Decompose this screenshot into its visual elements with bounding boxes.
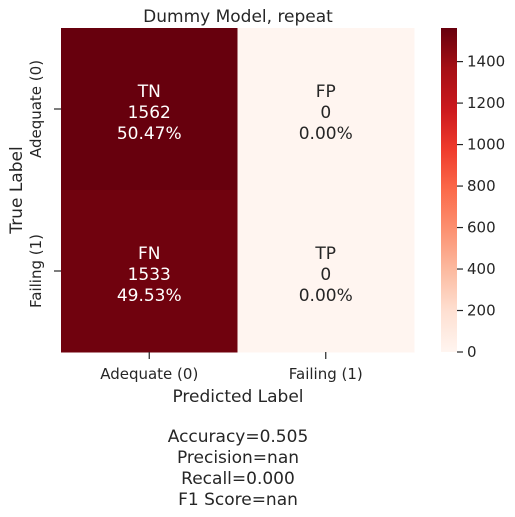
colorbar-tick-label: 1000 (467, 136, 505, 154)
colorbar-tick-label: 800 (467, 177, 496, 195)
y-axis-label: True Label (7, 146, 27, 234)
cell-label-tp: TP (314, 244, 336, 264)
x-tick-label: Adequate (0) (100, 365, 198, 383)
cell-label-fn: FN (138, 244, 161, 264)
colorbar-tick-label: 600 (467, 219, 496, 237)
cell-percent-fp: 0.00% (299, 124, 353, 144)
y-tick-label: Adequate (0) (27, 60, 45, 158)
precision-text: Precision=nan (176, 448, 300, 468)
colorbar-tick-label: 1400 (467, 53, 505, 71)
cell-count-tp: 0 (320, 265, 331, 285)
colorbar-tick-label: 200 (467, 302, 496, 320)
colorbar-tick-label: 400 (467, 260, 496, 278)
cell-tn (61, 28, 238, 191)
chart-title: Dummy Model, repeat (143, 7, 333, 27)
cell-label-tn: TN (137, 82, 161, 102)
cell-count-fp: 0 (320, 103, 331, 123)
cell-tp (237, 190, 415, 353)
cell-count-tn: 1562 (128, 103, 171, 123)
cell-fp (237, 28, 415, 191)
x-axis-label: Predicted Label (172, 387, 303, 407)
heatmap-chart: TN156250.47%FP00.00%FN153349.53%TP00.00%… (7, 7, 505, 407)
f1-score-text: F1 Score=nan (178, 490, 298, 510)
accuracy-text: Accuracy=0.505 (167, 427, 309, 447)
cell-label-fp: FP (316, 82, 336, 102)
cell-fn (61, 190, 238, 353)
y-tick-label: Failing (1) (27, 234, 45, 308)
colorbar (441, 28, 457, 352)
metrics-block: Accuracy=0.505 Precision=nan Recall=0.00… (38, 427, 438, 511)
cell-percent-tn: 50.47% (117, 124, 182, 144)
colorbar-tick-label: 1200 (467, 94, 505, 112)
colorbar-tick-label: 0 (467, 343, 477, 361)
recall-text: Recall=0.000 (181, 469, 295, 489)
cell-percent-fn: 49.53% (117, 286, 182, 306)
x-tick-label: Failing (1) (289, 365, 363, 383)
cell-count-fn: 1533 (128, 265, 171, 285)
cell-percent-tp: 0.00% (299, 286, 353, 306)
